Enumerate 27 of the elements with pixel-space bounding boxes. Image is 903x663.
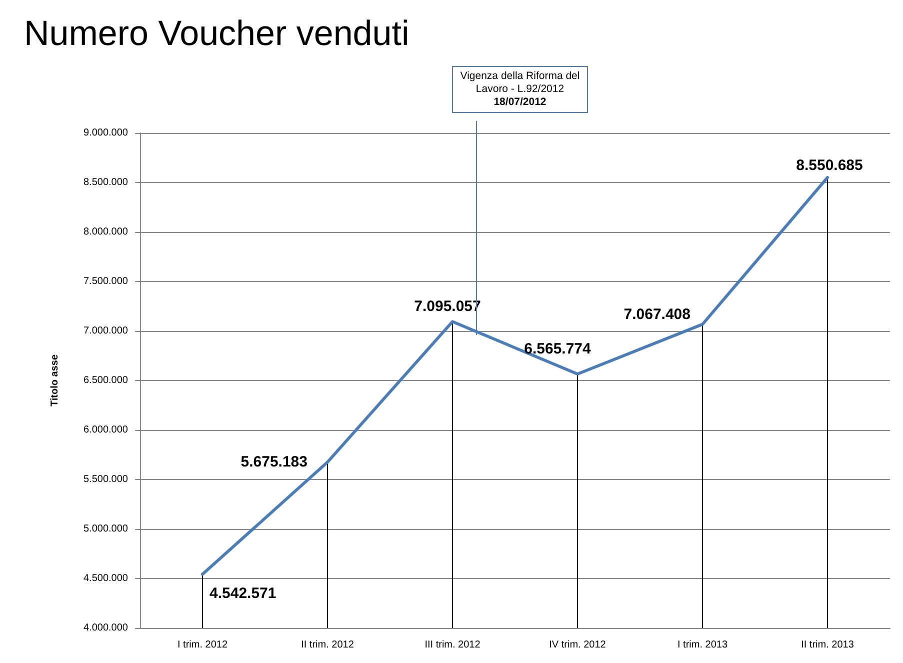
x-tick-label: I trim. 2012 — [177, 640, 228, 650]
data-label: 4.542.571 — [210, 584, 276, 602]
data-label: 5.675.183 — [240, 454, 308, 471]
chart-title: Numero Voucher venduti — [24, 14, 410, 54]
y-tick-label: 4.000.000 — [84, 622, 128, 634]
y-tick-label: 6.000.000 — [84, 424, 128, 436]
y-tick-label: 9.000.000 — [84, 128, 128, 138]
line-series — [201, 176, 829, 576]
y-tick-label: 6.500.000 — [84, 375, 128, 386]
y-tick-label: 5.500.000 — [84, 474, 128, 485]
text: 18/07/2012 — [492, 96, 548, 109]
data-label: 8.550.685 — [796, 156, 863, 174]
y-tick-label: 7.000.000 — [84, 326, 128, 336]
x-tick-label: II trim. 2012 — [301, 640, 354, 650]
y-tick-label: 7.500.000 — [84, 276, 128, 287]
y-tick-label: 8.500.000 — [84, 177, 128, 188]
x-tick-label: III trim. 2012 — [424, 640, 481, 650]
data-label: 6.565.774 — [524, 340, 592, 358]
y-tick-label: 4.500.000 — [84, 573, 128, 584]
x-tick-label: IV trim. 2012 — [549, 640, 606, 650]
text: Vigenza della Riforma del Lavoro - L.92/2012 — [459, 70, 581, 96]
y-axis-title: Titolo asse — [50, 354, 60, 407]
data-label: 7.067.408 — [624, 306, 690, 323]
y-tick-label: 5.000.000 — [84, 524, 128, 534]
y-tick-label: 8.000.000 — [84, 226, 128, 238]
x-tick-label: II trim. 2013 — [801, 640, 854, 650]
x-tick-label: I trim. 2013 — [677, 640, 728, 650]
